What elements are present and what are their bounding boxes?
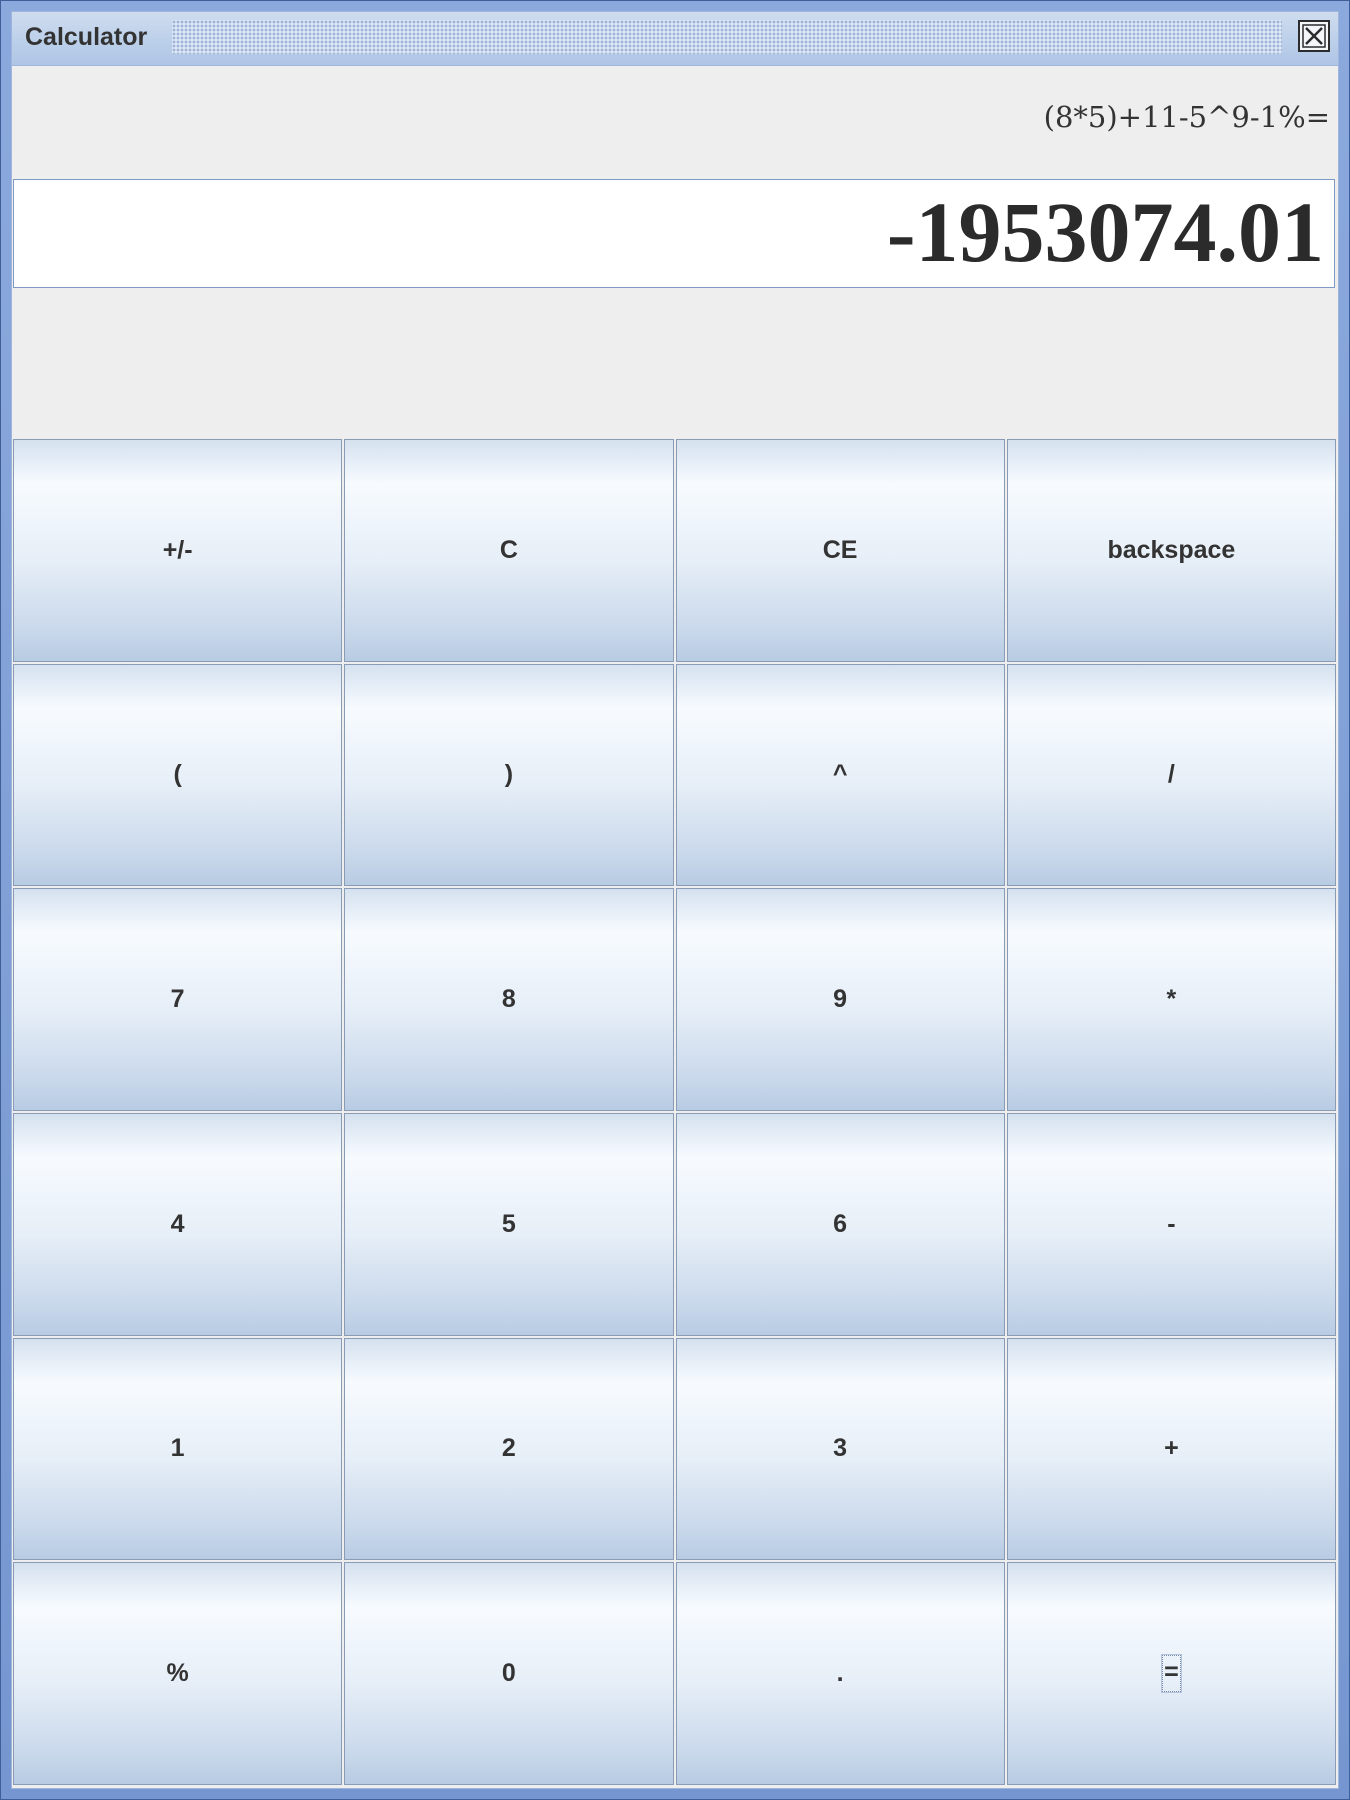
key-label: = <box>1161 1654 1182 1694</box>
key-label: ( <box>173 760 182 789</box>
key-label: CE <box>822 535 858 564</box>
negate-button[interactable]: +/- <box>13 439 343 662</box>
key-label: + <box>1164 1434 1179 1463</box>
key-label: - <box>1167 1209 1176 1238</box>
close-paren-button[interactable]: ) <box>344 663 674 887</box>
key-label: 9 <box>833 985 848 1014</box>
divide-button[interactable]: / <box>1006 663 1336 887</box>
key-label: / <box>1167 760 1175 789</box>
add-button[interactable]: + <box>1006 1337 1336 1561</box>
key-label: C <box>499 535 518 564</box>
percent-button[interactable]: % <box>13 1562 343 1785</box>
key-label: 2 <box>501 1434 516 1463</box>
key-label: 4 <box>170 1209 185 1238</box>
digit-9-button[interactable]: 9 <box>675 888 1005 1111</box>
key-label: 7 <box>170 985 185 1014</box>
key-label: 0 <box>501 1659 516 1688</box>
key-label: 3 <box>833 1434 848 1463</box>
window-title: Calculator <box>25 23 148 51</box>
digit-4-button[interactable]: 4 <box>13 1113 343 1336</box>
digit-5-button[interactable]: 5 <box>344 1113 674 1336</box>
key-label: 5 <box>501 1209 516 1238</box>
digit-2-button[interactable]: 2 <box>344 1337 674 1561</box>
close-icon <box>1302 24 1326 48</box>
key-label: ) <box>504 760 514 789</box>
key-label: * <box>1166 985 1177 1014</box>
digit-6-button[interactable]: 6 <box>675 1113 1005 1336</box>
key-label: % <box>166 1659 189 1688</box>
digit-8-button[interactable]: 8 <box>344 888 674 1111</box>
backspace-button[interactable]: backspace <box>1006 439 1336 662</box>
equals-button[interactable]: = <box>1006 1562 1336 1785</box>
digit-0-button[interactable]: 0 <box>344 1562 674 1785</box>
key-label: backspace <box>1107 535 1236 564</box>
expression-text: (8*5)+11-5^9-1%= <box>1043 100 1330 134</box>
result-value: -1953074.01 <box>886 184 1324 280</box>
digit-3-button[interactable]: 3 <box>675 1337 1005 1561</box>
clear-entry-button[interactable]: CE <box>675 439 1005 662</box>
key-label: 8 <box>501 985 516 1014</box>
expression-panel: (8*5)+11-5^9-1%= <box>12 66 1338 174</box>
key-label: ^ <box>832 760 848 789</box>
subtract-button[interactable]: - <box>1006 1113 1336 1336</box>
digit-7-button[interactable]: 7 <box>13 888 343 1111</box>
keypad: +/- C CE backspace () ^ / 7 8 9 * 4 5 6 - 1 2 3 +% 0. = <box>13 439 1336 1785</box>
multiply-button[interactable]: * <box>1006 888 1336 1111</box>
title-bar-grip[interactable] <box>172 20 1282 54</box>
key-label: +/- <box>162 535 193 564</box>
title-bar[interactable]: Calculator <box>12 12 1338 66</box>
power-button[interactable]: ^ <box>675 663 1005 887</box>
decimal-button[interactable]: . <box>675 1562 1005 1785</box>
clear-button[interactable]: C <box>344 439 674 662</box>
key-label: 6 <box>833 1209 848 1238</box>
digit-1-button[interactable]: 1 <box>13 1337 343 1561</box>
result-display: -1953074.01 <box>13 179 1335 288</box>
window-frame: Calculator (8*5)+11-5^9-1%= -1953074.01 … <box>11 11 1339 1789</box>
close-button[interactable] <box>1298 20 1330 52</box>
key-label: 1 <box>170 1434 185 1463</box>
open-paren-button[interactable]: ( <box>13 663 343 887</box>
key-label: . <box>836 1659 844 1688</box>
